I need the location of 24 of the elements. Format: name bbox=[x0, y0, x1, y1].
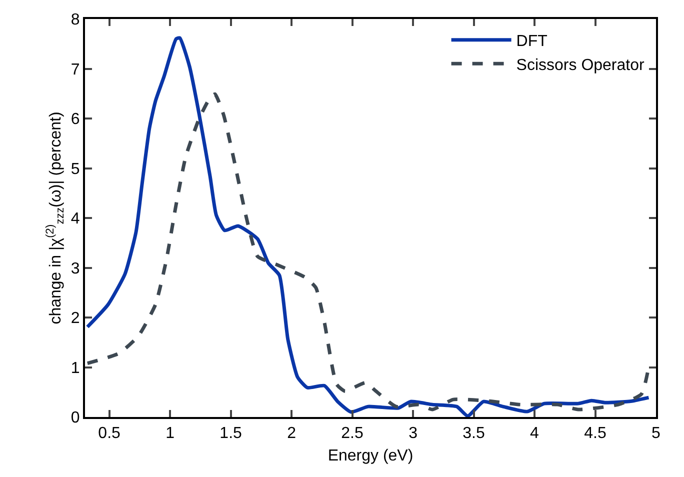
y-tick-label: 0 bbox=[70, 410, 80, 427]
x-tick-label: 4.5 bbox=[584, 425, 606, 442]
x-tick-label: 2.5 bbox=[341, 425, 364, 442]
y-tick-label: 6 bbox=[70, 111, 80, 128]
line-series bbox=[86, 92, 650, 412]
x-tick-label: 3.5 bbox=[462, 425, 485, 442]
legend-label: Scissors Operator bbox=[516, 56, 645, 74]
legend-label: DFT bbox=[516, 33, 548, 50]
x-tick-label: 0.5 bbox=[98, 425, 121, 442]
x-tick-label: 1 bbox=[166, 425, 175, 442]
y-tick-label: 5 bbox=[70, 160, 80, 178]
x-tick-label: 1.5 bbox=[220, 425, 242, 442]
x-tick-label: 3 bbox=[408, 425, 418, 442]
line-series bbox=[86, 36, 650, 417]
x-tick-label: 5 bbox=[652, 425, 661, 442]
y-tick-label: 3 bbox=[70, 260, 80, 278]
y-tick-label: 1 bbox=[70, 360, 80, 377]
y-tick-label: 8 bbox=[70, 12, 80, 29]
y-tick-label: 4 bbox=[70, 210, 80, 228]
x-tick-label: 2 bbox=[287, 425, 296, 442]
x-axis-title: Energy (eV) bbox=[328, 447, 414, 464]
y-tick-label: 2 bbox=[70, 310, 80, 328]
x-tick-label: 4 bbox=[530, 425, 540, 442]
y-tick-label: 7 bbox=[70, 61, 80, 78]
